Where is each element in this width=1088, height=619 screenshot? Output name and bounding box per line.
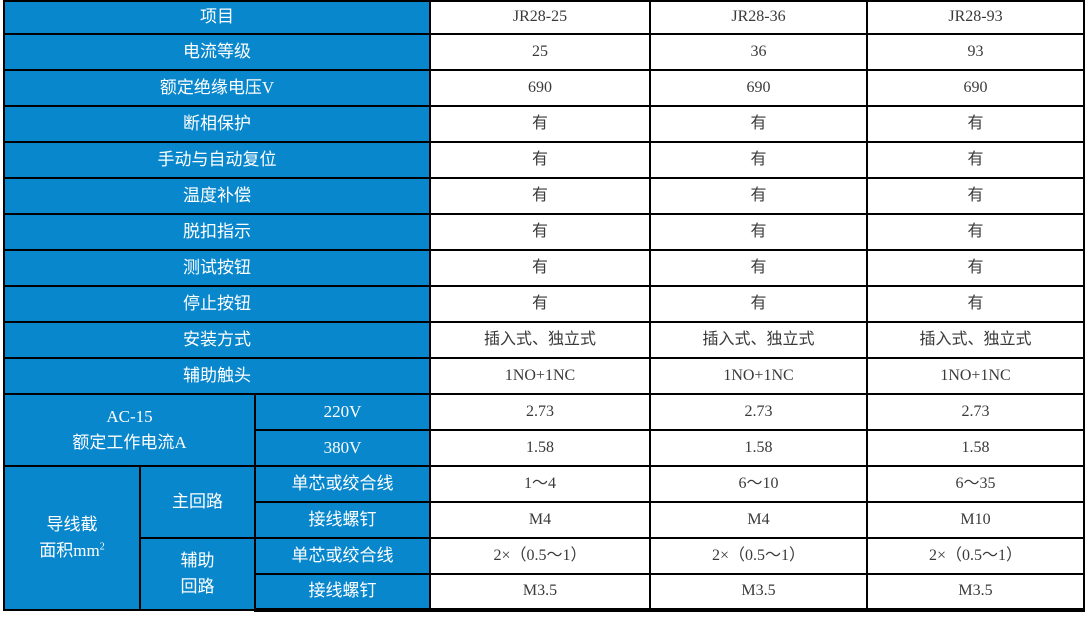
value-cell: 有 [429,249,651,287]
value-cell: 2×（0.5～1） [429,537,651,575]
value-cell: 6～10 [649,465,868,503]
row-label: 脱扣指示 [3,213,431,251]
value-cell: 插入式、独立式 [866,321,1085,359]
value-cell: 2×（0.5～1） [649,537,868,575]
value-cell: 有 [866,105,1085,143]
value-cell: M3.5 [429,573,651,612]
value-cell: 有 [429,285,651,323]
value-cell: 1.58 [649,429,868,467]
value-cell: 1.58 [429,429,651,467]
value-cell: 1～4 [429,465,651,503]
ac15-group-label: AC-15 额定工作电流A [3,393,256,467]
value-cell: 690 [429,69,651,107]
value-cell: 有 [866,249,1085,287]
row-label: 辅助触头 [3,357,431,395]
table-row-aux-circuit-wire: 辅助 回路 单芯或绞合线 2×（0.5～1） 2×（0.5～1） 2×（0.5～… [4,537,1085,611]
value-cell: M4 [649,501,868,539]
value-cell: 690 [866,69,1085,107]
table-row-ac15-220v: AC-15 额定工作电流A 220V 2.73 2.73 2.73 [3,393,1085,467]
value-cell: 1.58 [866,429,1085,467]
row-label-380v: 380V [254,429,431,467]
table-row-insulation-voltage: 额定绝缘电压V 690 690 690 [3,69,1085,107]
row-label-terminal-screw: 接线螺钉 [254,573,431,612]
value-cell: 有 [866,141,1085,179]
value-cell: M3.5 [649,573,868,612]
row-label: 手动与自动复位 [3,141,431,179]
value-cell: 2.73 [649,393,868,431]
value-cell: 93 [866,33,1085,71]
row-label: 电流等级 [3,33,431,71]
row-label-stranded-wire: 单芯或绞合线 [254,537,431,575]
value-cell: 2×（0.5～1） [866,537,1085,575]
table-row-phase-failure-protection: 断相保护 有 有 有 [3,105,1085,143]
ac15-label-line1: AC-15 [106,406,153,426]
wire-label-line2: 面积mm2 [39,541,105,560]
value-cell: 有 [429,213,651,251]
value-cell: 插入式、独立式 [649,321,868,359]
value-cell: 1NO+1NC [429,357,651,395]
value-cell: 有 [429,141,651,179]
value-cell: 有 [429,105,651,143]
value-cell: 有 [649,285,868,323]
wire-label-line1: 导线截 [46,514,98,534]
table-row-mounting-type: 安装方式 插入式、独立式 插入式、独立式 插入式、独立式 [3,321,1085,359]
row-label: 测试按钮 [3,249,431,287]
table-row-current-rating: 电流等级 25 36 93 [3,33,1085,71]
row-label: 断相保护 [3,105,431,143]
wire-label-superscript: 2 [99,541,105,553]
header-item-cell: 项目 [3,0,431,35]
table-row-test-button: 测试按钮 有 有 有 [3,249,1085,287]
value-cell: 6～35 [866,465,1085,503]
value-cell: 有 [866,285,1085,323]
table-row-manual-auto-reset: 手动与自动复位 有 有 有 [3,141,1085,179]
row-label: 额定绝缘电压V [3,69,431,107]
table-row-main-circuit-wire: 导线截 面积mm2 主回路 单芯或绞合线 1～4 6～10 6～35 [3,465,1085,611]
wire-group-label: 导线截 面积mm2 [3,465,141,611]
table-row-temperature-compensation: 温度补偿 有 有 有 [3,177,1085,215]
value-cell: 有 [649,213,868,251]
row-label: 安装方式 [3,321,431,359]
value-cell: 有 [866,213,1085,251]
value-cell: M10 [866,501,1085,539]
table-row-stop-button: 停止按钮 有 有 有 [3,285,1085,323]
table-row-auxiliary-contacts: 辅助触头 1NO+1NC 1NO+1NC 1NO+1NC [3,357,1085,395]
value-cell: 有 [649,249,868,287]
value-cell: M4 [429,501,651,539]
row-label-220v: 220V [254,393,431,431]
value-cell: 插入式、独立式 [429,321,651,359]
spec-table: 项目 JR28-25 JR28-36 JR28-93 电流等级 25 36 93… [3,0,1085,612]
value-cell: 有 [429,177,651,215]
value-cell: M3.5 [866,573,1085,612]
table-row-aux-circuit-screw: 接线螺钉 M3.5 M3.5 M3.5 [4,573,1085,612]
main-circuit-label: 主回路 [139,465,256,539]
value-cell: 25 [429,33,651,71]
value-cell: 2.73 [429,393,651,431]
value-cell: 有 [649,105,868,143]
table-row-main-circuit-screw: 接线螺钉 M4 M4 M10 [4,501,1085,539]
value-cell: 36 [649,33,868,71]
table-row-ac15-380v: 380V 1.58 1.58 1.58 [4,429,1085,467]
value-cell: 有 [866,177,1085,215]
table-row-trip-indicator: 脱扣指示 有 有 有 [3,213,1085,251]
table-header-row: 项目 JR28-25 JR28-36 JR28-93 [3,0,1085,35]
value-cell: 有 [649,177,868,215]
row-label-terminal-screw: 接线螺钉 [254,501,431,539]
value-cell: 1NO+1NC [649,357,868,395]
value-cell: 有 [649,141,868,179]
value-cell: 2.73 [866,393,1085,431]
aux-circuit-label: 辅助 回路 [139,537,256,611]
header-model-jr28-25: JR28-25 [429,0,651,35]
value-cell: 690 [649,69,868,107]
row-label: 停止按钮 [3,285,431,323]
ac15-label-line2: 额定工作电流A [72,433,187,452]
header-model-jr28-93: JR28-93 [866,0,1085,35]
row-label-stranded-wire: 单芯或绞合线 [254,465,431,503]
row-label: 温度补偿 [3,177,431,215]
header-model-jr28-36: JR28-36 [649,0,868,35]
value-cell: 1NO+1NC [866,357,1085,395]
